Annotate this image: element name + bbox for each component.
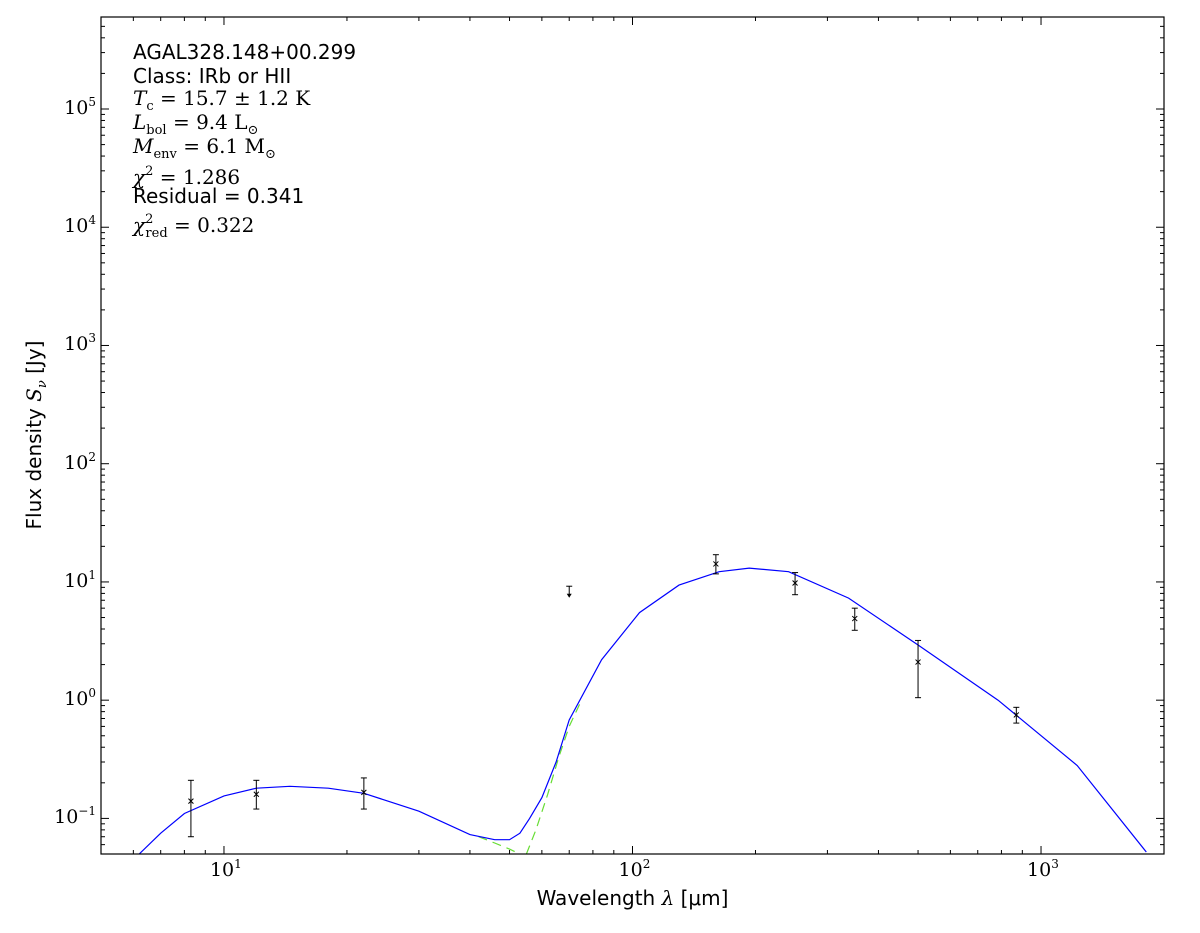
data-point (792, 580, 798, 586)
tc-value: = 15.7 ± 1.2 K (153, 86, 311, 110)
menv-sym: M (133, 134, 154, 158)
y-tick-label: 102 (64, 449, 96, 474)
y-axis-label: Flux density Sν [Jy] (22, 341, 50, 530)
x-tick-label: 102 (618, 857, 651, 881)
model-cold-component (525, 699, 583, 854)
y-tick-label: 10−1 (54, 804, 96, 829)
annotation-residual: Residual = 0.341 (133, 184, 305, 208)
annotation-chi2red: χ2red = 0.322 (133, 210, 254, 244)
menv-value: = 6.1 M (176, 134, 266, 158)
chi2red-sub: red (145, 226, 168, 241)
x-label-symbol: λ (661, 886, 675, 910)
x-tick-label: 101 (209, 857, 242, 881)
menv-sun: ⊙ (265, 147, 276, 162)
y-label-text: Flux density (22, 408, 46, 530)
x-tick-label: 103 (1027, 857, 1059, 881)
data-point (361, 789, 367, 796)
annotation-chi2: χ2 = 1.286 (133, 162, 240, 187)
data-point (253, 791, 260, 798)
y-label-unit: [Jy] (22, 340, 46, 374)
annotation-source: AGAL328.148+00.299 (133, 40, 357, 64)
chi2red-sym: χ (133, 213, 146, 237)
annotation-class: Class: IRb or HII (133, 64, 292, 88)
upper-limit-arrow (566, 593, 572, 598)
lbol-sym: L (133, 110, 147, 134)
data-point (713, 561, 719, 567)
plot-frame (100, 16, 1165, 855)
tc-sym: T (133, 86, 147, 110)
data-point (1013, 712, 1020, 718)
tc-sub: c (146, 99, 154, 114)
x-label-unit: [μm] (680, 886, 729, 910)
menv-sub: env (153, 147, 177, 162)
y-label-sub: ν (35, 380, 50, 389)
y-tick-label: 100 (64, 686, 96, 711)
chi2-sup: 2 (145, 164, 154, 179)
lbol-sub: bol (146, 123, 167, 138)
chi2-sym: χ (133, 165, 146, 189)
y-label-symbol: S (22, 388, 46, 402)
x-axis-label: Wavelength λ [μm] (0, 886, 1200, 910)
chi2red-value: = 0.322 (167, 213, 255, 237)
y-tick-label: 103 (64, 331, 96, 356)
data-point (851, 615, 858, 622)
data-point (915, 659, 921, 665)
model-hot-component (478, 836, 521, 854)
y-tick-label: 101 (64, 567, 96, 592)
chi2red-sup: 2 (145, 212, 154, 227)
annotation-lbol: Lbol = 9.4 L⊙ (133, 112, 258, 141)
annotation-tc: Tc = 15.7 ± 1.2 K (133, 88, 310, 117)
y-tick-label: 104 (64, 213, 96, 238)
model-total-curve (138, 567, 1147, 854)
annotation-menv: Menv = 6.1 M⊙ (133, 136, 276, 165)
lbol-value: = 9.4 L (166, 110, 248, 134)
lbol-sun: ⊙ (247, 123, 259, 138)
y-tick-label: 105 (64, 95, 96, 119)
data-point (188, 798, 194, 804)
chi2-value: = 1.286 (153, 165, 241, 189)
x-label-text: Wavelength (536, 886, 656, 910)
